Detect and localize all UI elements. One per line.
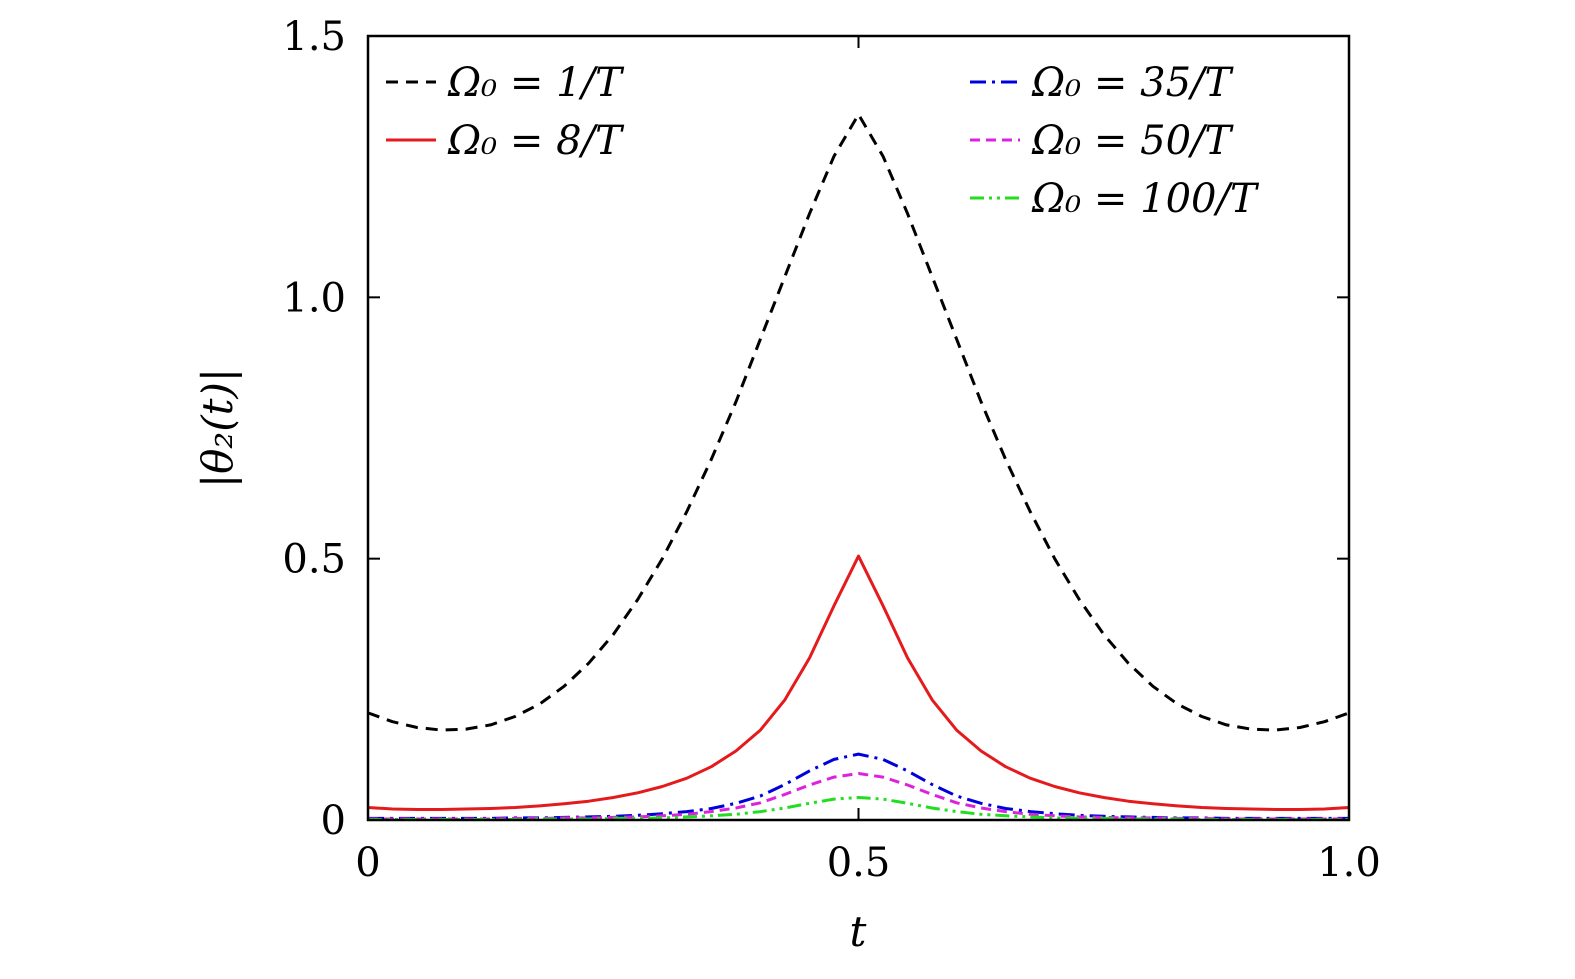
tick-layer: 0 0.5 1.0 0 0.5 1.0 1.5 xyxy=(282,14,1380,886)
legend-label: Ω₀ = 50/T xyxy=(1031,118,1235,164)
x-tick-label: 0.5 xyxy=(827,840,891,886)
y-tick-label: 1.5 xyxy=(282,14,346,60)
series-line-2 xyxy=(367,554,1350,811)
y-tick-label: 0 xyxy=(321,798,346,844)
y-tick-label: 0.5 xyxy=(282,537,346,583)
series-layer xyxy=(367,112,1350,821)
legend: Ω₀ = 1/T Ω₀ = 8/T Ω₀ = 35/T Ω₀ = 50/T Ω₀ = 1… xyxy=(386,60,1260,222)
legend-label: Ω₀ = 100/T xyxy=(1031,176,1260,222)
y-tick-label: 1.0 xyxy=(282,275,346,321)
series-line-5 xyxy=(368,796,1349,821)
x-axis-label: t xyxy=(850,907,867,956)
legend-label: Ω₀ = 1/T xyxy=(447,60,625,106)
legend-label: Ω₀ = 35/T xyxy=(1031,60,1235,106)
x-tick-label: 1.0 xyxy=(1317,840,1381,886)
legend-entry-3: Ω₀ = 35/T xyxy=(970,60,1235,106)
series-line-1 xyxy=(367,112,1350,732)
series-line-4 xyxy=(368,772,1349,821)
x-tick-label: 0 xyxy=(355,840,380,886)
legend-label: Ω₀ = 8/T xyxy=(447,118,625,164)
legend-entry-5: Ω₀ = 100/T xyxy=(970,176,1260,222)
legend-entry-1: Ω₀ = 1/T xyxy=(386,60,625,106)
legend-entry-2: Ω₀ = 8/T xyxy=(386,118,625,164)
y-axis-label: |θ₂(t)| xyxy=(193,368,242,488)
legend-entry-4: Ω₀ = 50/T xyxy=(970,118,1235,164)
